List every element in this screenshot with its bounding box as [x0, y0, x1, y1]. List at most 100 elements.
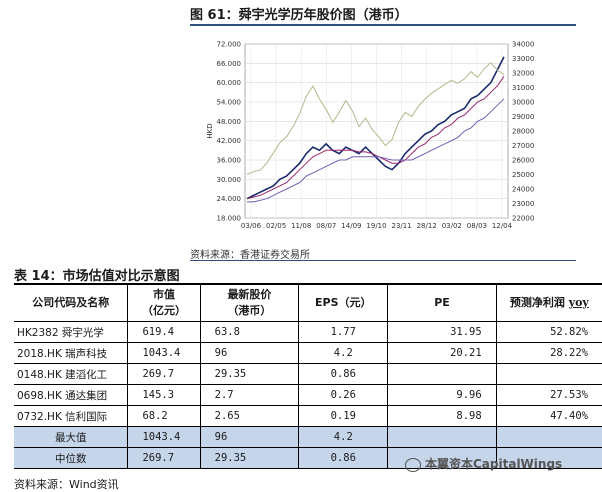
- y-right-tick-label: 28000: [512, 128, 534, 136]
- cell-eps: 0.86: [298, 447, 388, 469]
- header-mc-line2: （亿元）: [142, 304, 187, 317]
- cell-px: 29.35: [199, 447, 299, 469]
- cell-eps: 4.2: [298, 342, 388, 364]
- y-right-tick-label: 30000: [512, 99, 534, 107]
- x-tick-label: 19/10: [366, 222, 386, 230]
- cell-gr: [495, 447, 602, 469]
- figure-title: 图 61：舜宇光学历年股价图（港币）: [190, 8, 408, 23]
- cell-gr: 47.40%: [495, 405, 602, 427]
- y-left-tick-label: 36.000: [217, 157, 242, 165]
- cell-pe: 8.98: [387, 405, 497, 427]
- series-index-right-axis: [246, 62, 505, 175]
- y-left-tick-label: 30.000: [217, 176, 242, 184]
- cell-gr: 27.53%: [495, 384, 602, 406]
- cell-name: 0732.HK 信利国际: [14, 405, 128, 427]
- cell-mc: 269.7: [127, 363, 201, 385]
- cell-gr: [495, 363, 602, 385]
- cell-name: 中位数: [14, 447, 128, 469]
- watermark-text: 本翼资本CapitalWings: [425, 457, 563, 471]
- cell-px: 96: [199, 342, 299, 364]
- stock-price-chart: 72.000 66.000 60.000 54.000 48.000 42.000 36.0…: [190, 30, 580, 245]
- cell-mc: 619.4: [127, 321, 201, 343]
- table-row: 0148.HK 建滔化工 269.7 29.35 0.86: [14, 363, 602, 385]
- y-right-tick-label: 32000: [512, 70, 534, 78]
- cell-eps: 4.2: [298, 426, 388, 448]
- table-header-row: 公司代码及名称 市值 （亿元） 最新股价 （港币） EPS（元） PE 预测净利润 …: [14, 283, 602, 322]
- cell-name: 0698.HK 通达集团: [14, 384, 128, 406]
- y-right-tick-label: 23000: [512, 200, 534, 208]
- y-right-tick-label: 22000: [512, 215, 534, 223]
- summary-row: 中位数 269.7 29.35 0.86: [14, 447, 602, 469]
- header-name: 公司代码及名称: [14, 283, 128, 322]
- table-row: HK2382 舜宇光学 619.4 63.8 1.77 31.95 52.82%: [14, 321, 602, 343]
- header-price: 最新股价 （港币）: [199, 283, 299, 322]
- cell-eps: 1.77: [298, 321, 388, 343]
- chart-svg: 72.000 66.000 60.000 54.000 48.000 42.000 36.0…: [206, 41, 534, 231]
- cell-name: HK2382 舜宇光学: [14, 321, 128, 343]
- x-tick-label: 12/04: [492, 222, 513, 230]
- table-source: 资料来源：Wind资讯: [14, 478, 119, 491]
- y-left-tick-label: 24.000: [217, 195, 242, 203]
- figure-source: 资料来源：香港证券交易所: [190, 250, 310, 261]
- cell-gr: 28.22%: [495, 342, 602, 364]
- header-eps: EPS（元）: [298, 283, 388, 322]
- cell-pe: 20.21: [387, 342, 497, 364]
- watermark: 本翼资本CapitalWings: [405, 455, 562, 472]
- table-row: 0698.HK 通达集团 145.3 2.7 0.26 9.96 27.53%: [14, 384, 602, 406]
- wechat-icon: [405, 457, 421, 472]
- figure-title-rule: [190, 24, 576, 26]
- x-tick-label: 23/11: [392, 222, 412, 230]
- cell-mc: 1043.4: [127, 342, 201, 364]
- header-pe: PE: [387, 283, 497, 322]
- y-right-tick-label: 33000: [512, 55, 534, 63]
- y-right-tick-label: 31000: [512, 84, 534, 92]
- table-row: 0732.HK 信利国际 68.2 2.65 0.19 8.98 47.40%: [14, 405, 602, 427]
- cell-name: 0148.HK 建滔化工: [14, 363, 128, 385]
- x-tick-label: 11/08: [291, 222, 311, 230]
- y-left-tick-label: 48.000: [217, 118, 242, 126]
- cell-name: 最大值: [14, 426, 128, 448]
- y-left-tick-label: 72.000: [217, 41, 242, 49]
- y-left-tick-label: 42.000: [217, 137, 242, 145]
- x-tick-label: 14/09: [341, 222, 361, 230]
- cell-px: 96: [199, 426, 299, 448]
- cell-gr: 52.82%: [495, 321, 602, 343]
- header-growth: 预测净利润 yoy: [495, 283, 602, 322]
- cell-px: 63.8: [199, 321, 299, 343]
- cell-name: 2018.HK 瑞声科技: [14, 342, 128, 364]
- cell-gr: [495, 426, 602, 448]
- header-growth-main: 预测净利润: [509, 296, 569, 309]
- y-left-tick-label: 60.000: [217, 79, 242, 87]
- x-tick-label: 03/06: [241, 222, 262, 230]
- y-axis-label: HKD: [206, 123, 214, 138]
- y-right-tick-label: 24000: [512, 186, 534, 194]
- header-px-line2: （港币）: [227, 304, 272, 317]
- valuation-table: 公司代码及名称 市值 （亿元） 最新股价 （港币） EPS（元） PE 预测净利润 …: [14, 283, 602, 469]
- cell-mc: 269.7: [127, 447, 201, 469]
- x-tick-label: 28/12: [417, 222, 437, 230]
- y-left-tick-label: 66.000: [217, 60, 242, 68]
- cell-pe: [387, 363, 497, 385]
- header-growth-yoy: yoy: [568, 296, 589, 309]
- y-right-tick-label: 29000: [512, 113, 534, 121]
- cell-px: 29.35: [199, 363, 299, 385]
- cell-pe: 31.95: [387, 321, 497, 343]
- y-right-tick-label: 27000: [512, 142, 534, 150]
- cell-mc: 1043.4: [127, 426, 201, 448]
- header-px-line1: 最新股价: [227, 288, 272, 301]
- series-moving-average-long: [247, 98, 505, 203]
- cell-eps: 0.19: [298, 405, 388, 427]
- x-tick-label: 08/03: [467, 222, 487, 230]
- y-right-tick-label: 25000: [512, 171, 534, 179]
- y-left-tick-label: 54.000: [217, 99, 242, 107]
- cell-mc: 145.3: [127, 384, 201, 406]
- y-right-tick-label: 26000: [512, 157, 534, 165]
- cell-eps: 0.86: [298, 363, 388, 385]
- table-title: 表 14：市场估值对比示意图: [14, 269, 180, 284]
- header-market-cap: 市值 （亿元）: [127, 283, 201, 322]
- cell-pe: 9.96: [387, 384, 497, 406]
- y-right-tick-label: 34000: [512, 41, 534, 49]
- cell-mc: 68.2: [127, 405, 201, 427]
- header-mc-line1: 市值: [153, 288, 176, 301]
- table-row: 2018.HK 瑞声科技 1043.4 96 4.2 20.21 28.22%: [14, 342, 602, 364]
